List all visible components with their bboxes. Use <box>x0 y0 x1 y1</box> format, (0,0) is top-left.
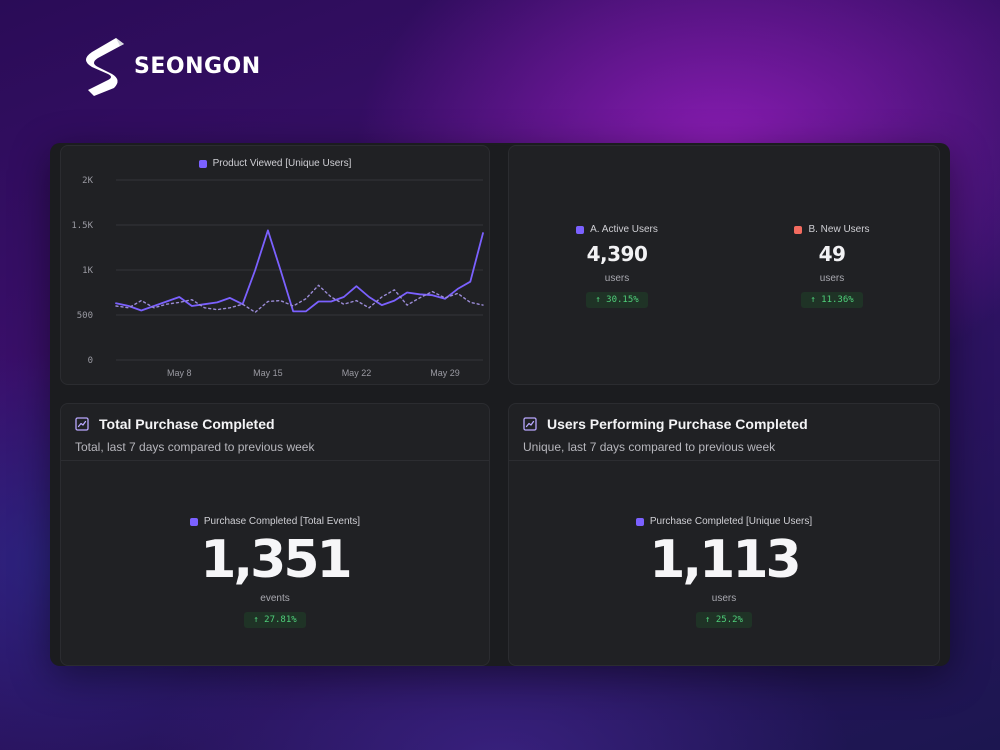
new-users-metric: B. New Users 49 users ↑ 11.36% <box>762 224 902 308</box>
line-chart-icon <box>523 417 537 431</box>
active-users-metric: A. Active Users 4,390 users ↑ 30.15% <box>547 224 687 308</box>
legend-swatch-coral <box>794 225 803 234</box>
total-purchase-panel: Total Purchase Completed Total, last 7 d… <box>60 403 490 666</box>
header-divider <box>61 460 489 461</box>
brand-name: SEONGON <box>134 53 261 79</box>
total-purchase-legend[interactable]: Purchase Completed [Total Events] <box>61 516 489 527</box>
user-metrics-panel: A. Active Users 4,390 users ↑ 30.15% B. … <box>508 145 940 385</box>
panel-title[interactable]: Users Performing Purchase Completed <box>547 416 808 432</box>
y-tick-label: 1.5K <box>71 221 93 231</box>
panel-title[interactable]: Total Purchase Completed <box>99 416 275 432</box>
legend-swatch-purple <box>635 517 644 526</box>
x-tick-label: May 22 <box>342 368 372 378</box>
y-tick-label: 0 <box>88 356 93 366</box>
series-line-comparison <box>115 284 484 314</box>
users-purchase-metric: Purchase Completed [Unique Users] 1,113 … <box>509 516 939 628</box>
new-users-label: B. New Users <box>808 224 870 235</box>
brand-logo: SEONGON <box>78 36 261 96</box>
new-users-legend[interactable]: B. New Users <box>762 224 902 235</box>
users-purchase-legend[interactable]: Purchase Completed [Unique Users] <box>509 516 939 527</box>
total-purchase-metric: Purchase Completed [Total Events] 1,351 … <box>61 516 489 628</box>
active-users-label: A. Active Users <box>590 224 658 235</box>
active-users-delta-badge: ↑ 30.15% <box>586 292 648 308</box>
total-purchase-legend-label: Purchase Completed [Total Events] <box>203 516 361 527</box>
active-users-legend[interactable]: A. Active Users <box>547 224 687 235</box>
new-users-delta-badge: ↑ 11.36% <box>801 292 863 308</box>
total-purchase-delta-badge: ↑ 27.81% <box>244 612 306 628</box>
new-users-unit: users <box>819 273 845 284</box>
product-viewed-chart-panel: Product Viewed [Unique Users] 0 500 1K 1.5K… <box>60 145 490 385</box>
users-purchase-panel: Users Performing Purchase Completed Uniq… <box>508 403 940 666</box>
users-purchase-legend-label: Purchase Completed [Unique Users] <box>649 516 813 527</box>
panel-subtitle: Unique, last 7 days compared to previous… <box>523 440 776 454</box>
chart-legend-label: Product Viewed [Unique Users] <box>212 158 352 169</box>
total-purchase-value: 1,351 <box>200 530 352 590</box>
y-tick-label: 500 <box>77 311 93 321</box>
header-divider <box>509 460 939 461</box>
series-line-product-viewed <box>115 229 484 313</box>
line-chart[interactable]: 0 500 1K 1.5K 2K May 8 May 15 May 22 May 29 <box>61 146 491 386</box>
legend-swatch-purple <box>198 159 207 168</box>
y-tick-label: 2K <box>82 176 93 186</box>
active-users-value: 4,390 <box>586 242 648 266</box>
line-chart-icon <box>75 417 89 431</box>
y-tick-label: 1K <box>82 266 93 276</box>
total-purchase-unit: events <box>260 593 290 604</box>
users-purchase-delta-badge: ↑ 25.2% <box>696 612 752 628</box>
users-purchase-unit: users <box>711 593 737 604</box>
new-users-value: 49 <box>818 242 846 266</box>
users-purchase-header: Users Performing Purchase Completed Uniq… <box>523 416 925 454</box>
total-purchase-header: Total Purchase Completed Total, last 7 d… <box>75 416 475 454</box>
users-purchase-value: 1,113 <box>649 530 801 590</box>
legend-swatch-purple <box>576 225 585 234</box>
panel-subtitle: Total, last 7 days compared to previous … <box>75 440 315 454</box>
x-tick-label: May 15 <box>253 368 283 378</box>
x-tick-label: May 29 <box>430 368 460 378</box>
dashboard: Product Viewed [Unique Users] 0 500 1K 1.5K… <box>50 143 950 666</box>
chart-legend[interactable]: Product Viewed [Unique Users] <box>61 158 489 169</box>
x-tick-label: May 8 <box>167 368 192 378</box>
active-users-unit: users <box>604 273 630 284</box>
seongon-logo-icon <box>86 38 124 96</box>
legend-swatch-purple <box>189 517 198 526</box>
